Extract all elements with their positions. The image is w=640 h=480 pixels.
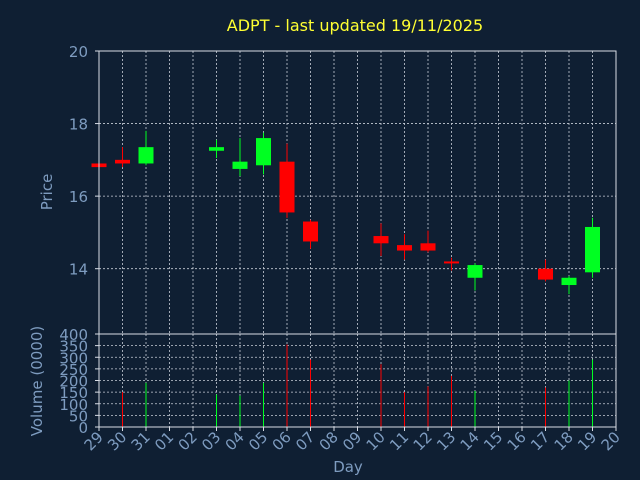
volume-tick-label: 100: [59, 396, 88, 414]
volume-axis-label: Volume (0000): [28, 326, 46, 436]
volume-tick-label: 50: [69, 407, 88, 425]
price-axis-label: Price: [38, 174, 56, 211]
volume-tick-label: 150: [59, 384, 88, 402]
x-axis-label: Day: [333, 458, 363, 476]
candle-body: [585, 226, 600, 273]
candle-body: [444, 261, 459, 264]
price-tick-label: 18: [69, 116, 88, 134]
price-candles: [91, 130, 600, 295]
candle-body: [373, 236, 389, 244]
chart-title: ADPT - last updated 19/11/2025: [227, 16, 483, 35]
candle-body: [232, 161, 248, 169]
candle-body: [538, 268, 553, 280]
candle-body: [256, 138, 271, 166]
candle-body: [561, 277, 577, 286]
price-tick-label: 20: [69, 43, 88, 61]
volume-tick-label: 0: [78, 419, 88, 437]
volume-tick-label: 250: [59, 361, 88, 379]
candle-body: [397, 245, 412, 251]
volume-tick-label: 300: [59, 349, 88, 367]
candle-body: [420, 243, 436, 251]
candle-body: [209, 147, 224, 151]
volume-bars: [122, 344, 593, 427]
volume-tick-label: 350: [59, 338, 88, 356]
price-tick-label: 14: [69, 261, 88, 279]
volume-tick-label: 400: [59, 326, 88, 344]
candle-body: [467, 265, 483, 278]
candle-body: [138, 147, 154, 164]
candle-body: [303, 221, 318, 242]
volume-tick-label: 200: [59, 373, 88, 391]
candle-body: [115, 159, 130, 164]
price-tick-label: 16: [69, 188, 88, 206]
candle-body: [279, 161, 295, 213]
